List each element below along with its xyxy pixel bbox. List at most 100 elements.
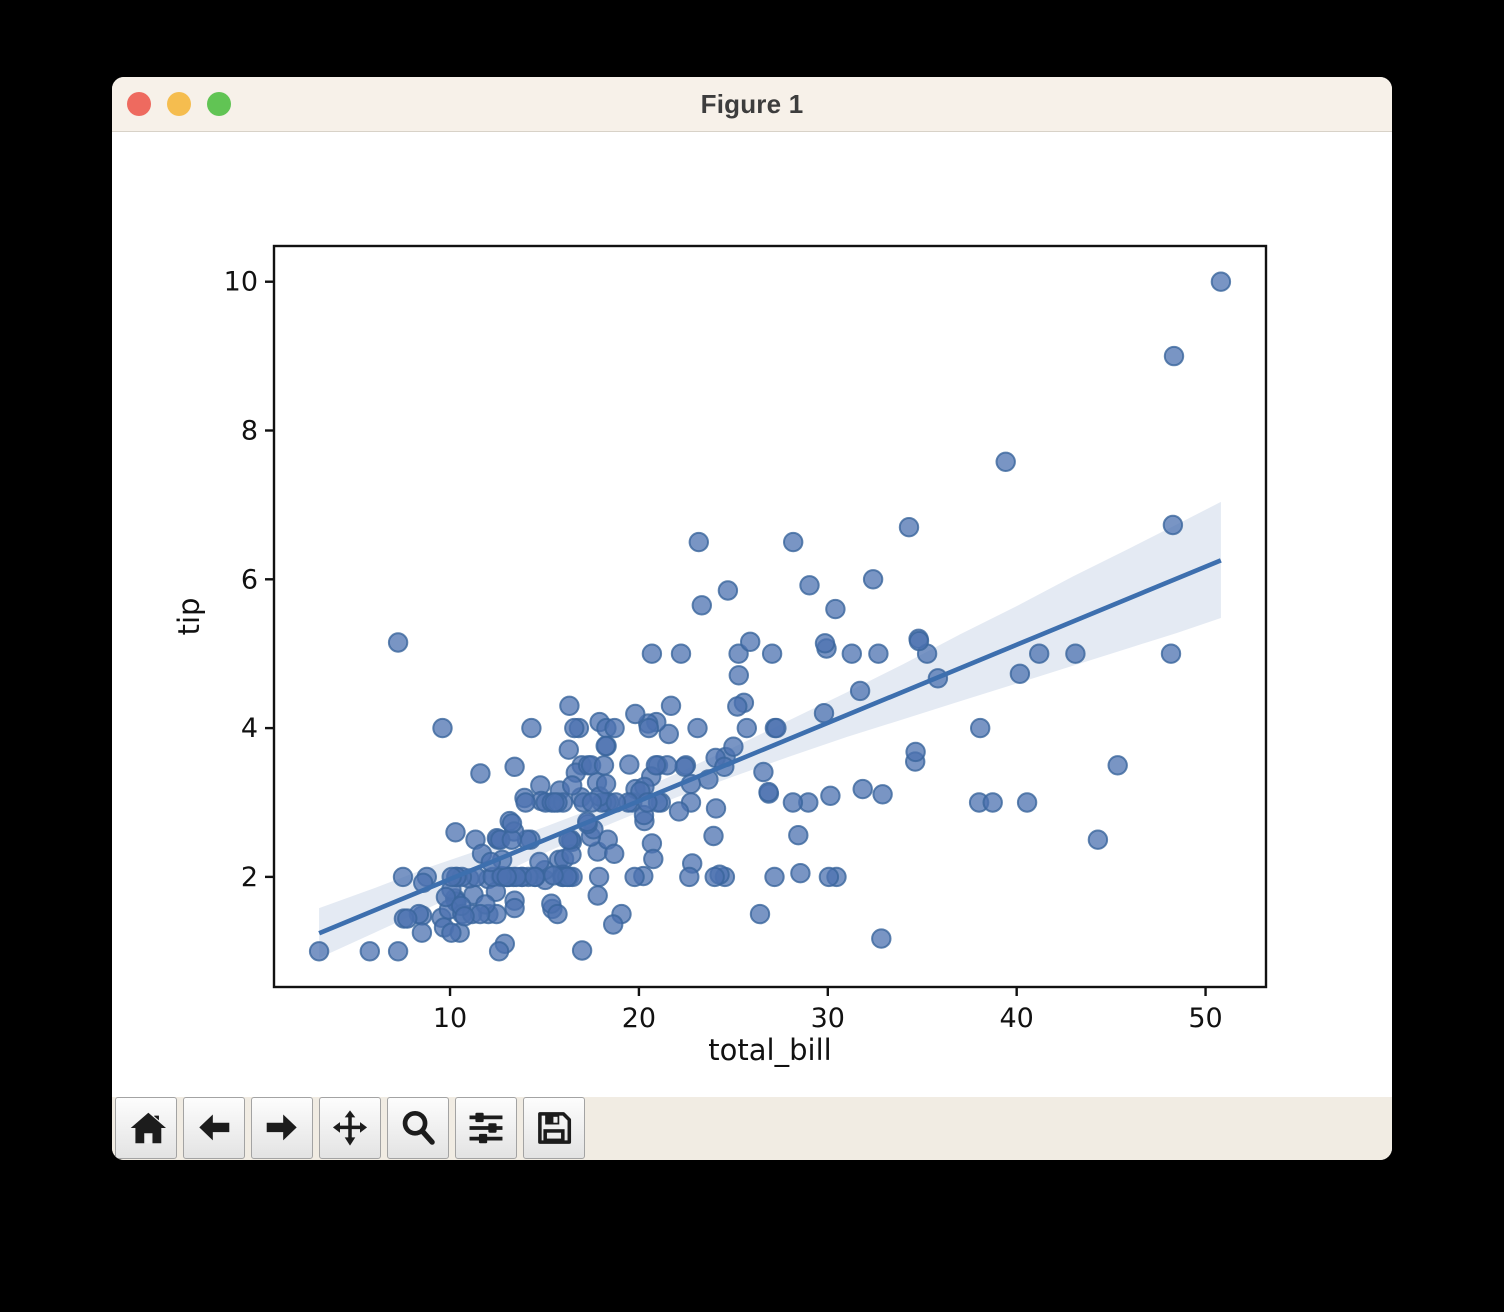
scatter-point bbox=[392, 866, 414, 888]
configure-subplots-button[interactable] bbox=[455, 1096, 517, 1159]
scatter-point bbox=[841, 643, 862, 664]
close-button[interactable] bbox=[127, 92, 151, 116]
scatter-point bbox=[740, 631, 761, 652]
scatter-point bbox=[717, 580, 739, 601]
scatter-point bbox=[587, 885, 608, 906]
scatter-point bbox=[658, 723, 679, 745]
scatter-point bbox=[571, 940, 593, 961]
scatter-point bbox=[1009, 663, 1031, 684]
scatter-point bbox=[1162, 514, 1184, 536]
scatter-point bbox=[595, 735, 616, 757]
scatter-point bbox=[544, 792, 565, 813]
scatter-point bbox=[411, 922, 433, 943]
zoom-window-button[interactable] bbox=[207, 92, 231, 116]
scatter-point bbox=[788, 825, 809, 846]
scatter-point bbox=[625, 703, 646, 725]
y-axis-label: tip bbox=[172, 598, 206, 636]
scatter-point bbox=[753, 761, 774, 783]
scatter-point bbox=[814, 633, 836, 654]
x-tick-label: 30 bbox=[811, 1003, 845, 1034]
pan-button[interactable] bbox=[319, 1096, 381, 1159]
move-icon bbox=[332, 1109, 368, 1146]
scatter-point bbox=[524, 866, 545, 888]
scatter-point bbox=[645, 755, 667, 776]
scatter-point bbox=[441, 922, 462, 943]
scatter-point bbox=[749, 903, 771, 925]
scatter-point bbox=[1065, 643, 1086, 664]
home-button[interactable] bbox=[115, 1096, 177, 1159]
scatter-point bbox=[387, 632, 409, 653]
y-tick-label: 2 bbox=[241, 862, 258, 893]
regression-plot[interactable]: 10 20 30 40 50 2 4 6 8 10 total_bill tip bbox=[112, 132, 1392, 1092]
scatter-point bbox=[849, 680, 871, 702]
scatter-point bbox=[825, 598, 846, 620]
back-button[interactable] bbox=[183, 1096, 245, 1159]
scatter-point bbox=[995, 451, 1016, 472]
figure-canvas[interactable]: 10 20 30 40 50 2 4 6 8 10 total_bill tip bbox=[112, 132, 1392, 1097]
x-tick-label: 50 bbox=[1188, 1003, 1222, 1034]
scatter-point bbox=[435, 886, 457, 908]
arrow-right-icon bbox=[266, 1113, 297, 1140]
scatter-point bbox=[496, 866, 517, 888]
scatter-point bbox=[397, 908, 418, 929]
y-tick-label: 6 bbox=[241, 564, 258, 595]
forward-button[interactable] bbox=[251, 1096, 313, 1159]
scatter-point bbox=[670, 643, 692, 664]
scatter-point bbox=[862, 569, 884, 590]
home-icon bbox=[130, 1112, 166, 1143]
scatter-point bbox=[790, 863, 811, 884]
scatter-point bbox=[604, 717, 625, 739]
scatter-point bbox=[705, 798, 727, 819]
scatter-point bbox=[871, 928, 892, 949]
scatter-point bbox=[641, 643, 663, 664]
scatter-point bbox=[818, 866, 840, 888]
scatter-point bbox=[668, 801, 690, 822]
scatter-point bbox=[704, 866, 725, 888]
scatter-point bbox=[905, 741, 926, 763]
scatter-point bbox=[504, 756, 525, 777]
scatter-point bbox=[504, 897, 525, 919]
scatter-point bbox=[558, 739, 579, 760]
scatter-point bbox=[1029, 643, 1050, 664]
window-titlebar[interactable]: Figure 1 bbox=[112, 77, 1392, 132]
scatter-point bbox=[761, 643, 783, 664]
scatter-point bbox=[1163, 345, 1185, 367]
scatter-point bbox=[736, 717, 757, 739]
scatter-point bbox=[703, 825, 724, 847]
x-tick-label: 10 bbox=[433, 1003, 467, 1034]
x-tick-label: 20 bbox=[622, 1003, 656, 1034]
x-tick-label: 40 bbox=[999, 1003, 1033, 1034]
scatter-point bbox=[674, 756, 695, 777]
scatter-point bbox=[593, 755, 615, 776]
scatter-point bbox=[559, 695, 580, 716]
navigation-toolbar bbox=[112, 1096, 1392, 1160]
scatter-point bbox=[564, 717, 585, 739]
scatter-point bbox=[688, 531, 709, 553]
scatter-point bbox=[308, 941, 330, 962]
scatter-point bbox=[547, 903, 568, 925]
scatter-point bbox=[872, 784, 893, 805]
traffic-lights bbox=[127, 77, 231, 131]
x-axis-label: total_bill bbox=[708, 1033, 831, 1067]
scatter-point bbox=[619, 754, 640, 775]
scatter-point bbox=[898, 517, 920, 538]
scatter-point bbox=[595, 773, 617, 795]
save-button[interactable] bbox=[523, 1096, 585, 1159]
scatter-point bbox=[432, 717, 453, 739]
scatter-point bbox=[799, 575, 820, 596]
scatter-point bbox=[764, 866, 785, 888]
scatter-point bbox=[581, 792, 603, 813]
scatter-point bbox=[783, 531, 804, 553]
scatter-point bbox=[1107, 755, 1128, 776]
regression-line bbox=[318, 558, 1222, 936]
magnifier-icon bbox=[402, 1110, 435, 1145]
window-title: Figure 1 bbox=[700, 88, 804, 119]
minimize-button[interactable] bbox=[167, 92, 191, 116]
scatter-point bbox=[970, 717, 991, 739]
scatter-point bbox=[562, 775, 583, 796]
scatter-point bbox=[691, 595, 712, 616]
zoom-rect-button[interactable] bbox=[387, 1096, 449, 1159]
figure-window: Figure 1 10 20 30 40 50 2 4 6 8 10 total_bill tip bbox=[112, 77, 1392, 1160]
scatter-point bbox=[501, 813, 523, 834]
scatter-point bbox=[660, 695, 682, 716]
